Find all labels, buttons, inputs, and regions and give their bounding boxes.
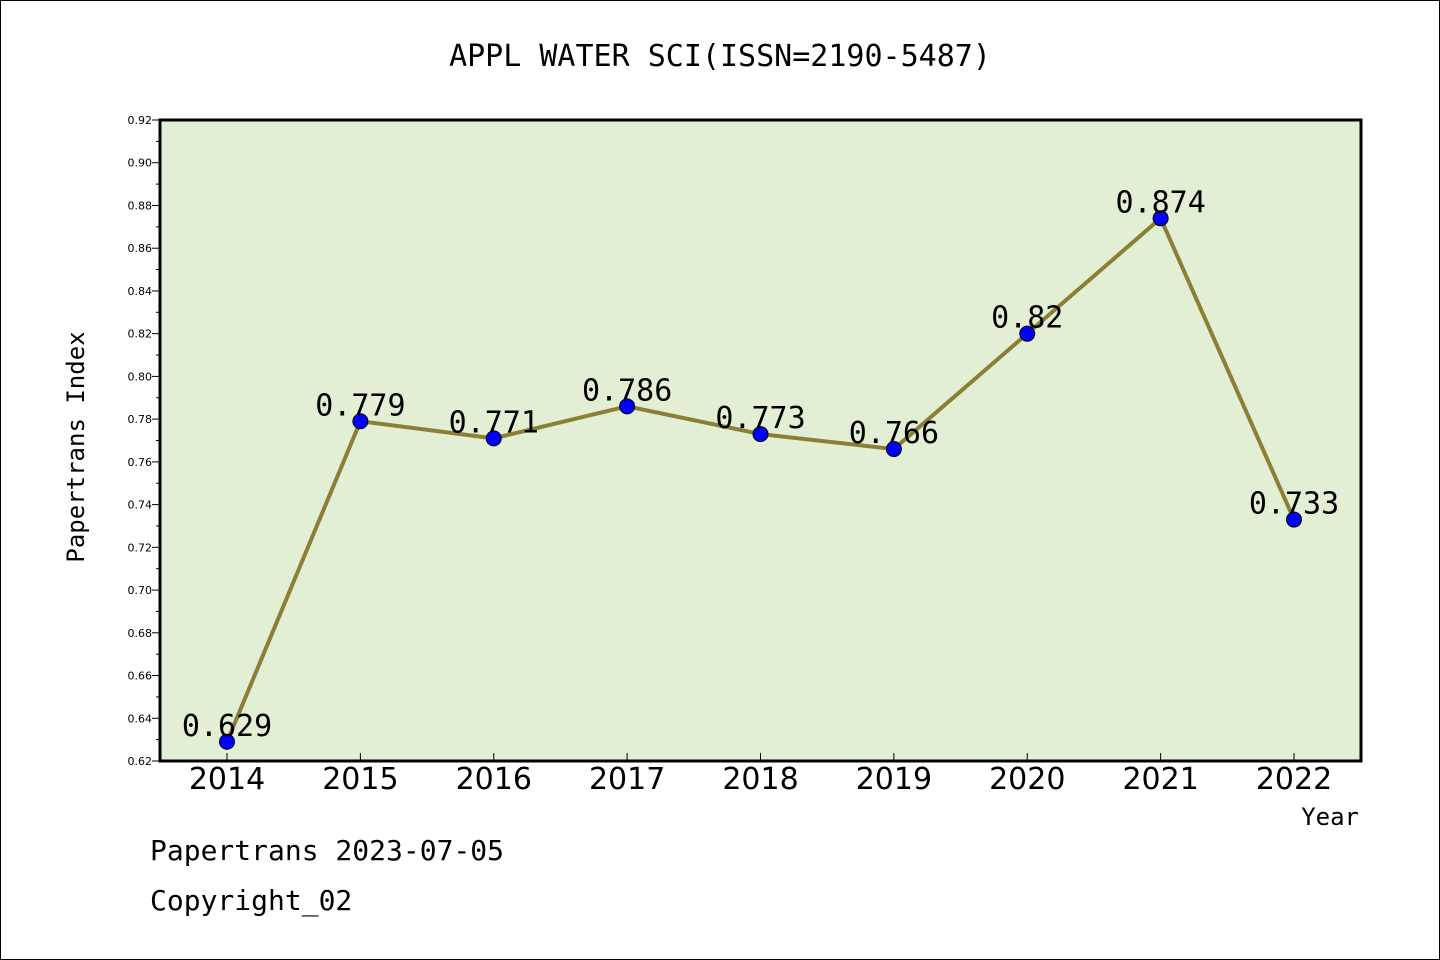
y-tick-label: 0.82 <box>128 328 153 341</box>
y-tick-label: 0.84 <box>128 285 153 298</box>
x-axis-label: Year <box>1301 803 1359 831</box>
data-label: 0.733 <box>1249 487 1339 522</box>
footer-copyright: Copyright_02 <box>150 884 353 917</box>
data-point <box>1019 325 1036 342</box>
data-label: 0.771 <box>449 405 539 440</box>
data-point <box>219 733 235 750</box>
y-tick-label: 0.86 <box>128 242 153 255</box>
y-tick-label: 0.72 <box>128 541 153 554</box>
y-tick-label: 0.92 <box>128 114 153 127</box>
data-point <box>619 398 636 415</box>
x-tick-label: 2019 <box>856 762 932 797</box>
y-tick-label: 0.62 <box>128 755 153 768</box>
y-tick-label: 0.74 <box>128 499 153 512</box>
x-tick-label: 2020 <box>989 762 1065 797</box>
x-tick-label: 2022 <box>1256 762 1332 797</box>
footer-date: Papertrans 2023-07-05 <box>150 834 505 867</box>
data-point <box>1152 210 1169 227</box>
y-axis-label: Papertrans Index <box>62 331 90 562</box>
x-tick-label: 2021 <box>1122 762 1198 797</box>
chart-title: APPL WATER SCI(ISSN=2190-5487) <box>449 39 991 74</box>
data-label: 0.82 <box>991 301 1063 336</box>
data-point <box>485 430 502 447</box>
y-tick-label: 0.64 <box>128 712 153 725</box>
data-label: 0.629 <box>182 709 272 744</box>
x-tick-label: 2016 <box>456 762 532 797</box>
x-tick-label: 2014 <box>189 762 265 797</box>
y-tick-label: 0.76 <box>128 456 153 469</box>
x-axis: 2014 2015 2016 2017 2018 2019 2020 2021 2022 <box>189 753 1332 797</box>
data-label: 0.773 <box>715 401 805 436</box>
y-tick-label: 0.80 <box>128 370 153 383</box>
data-label: 0.779 <box>315 388 405 423</box>
x-tick-label: 2017 <box>589 762 665 797</box>
y-tick-label: 0.90 <box>128 157 153 170</box>
x-tick-label: 2018 <box>722 762 798 797</box>
y-tick-label: 0.66 <box>128 670 153 683</box>
series-group: 0.629 0.779 0.771 0.786 0.773 0.766 0.82 0.874 0… <box>182 185 1339 750</box>
data-point <box>1286 511 1302 528</box>
data-point <box>352 413 369 430</box>
y-tick-label: 0.88 <box>128 199 153 212</box>
y-tick-label: 0.78 <box>128 413 153 426</box>
y-axis: 0.62 0.64 0.66 0.68 0.70 0.72 0.74 0.76 0.78 0.80… <box>128 114 160 768</box>
data-label: 0.786 <box>582 373 672 408</box>
data-point <box>885 441 902 458</box>
data-point <box>752 426 769 443</box>
data-label: 0.874 <box>1115 185 1205 220</box>
x-tick-label: 2015 <box>322 762 398 797</box>
data-label: 0.766 <box>849 416 939 451</box>
y-tick-label: 0.70 <box>128 584 153 597</box>
y-tick-label: 0.68 <box>128 627 153 640</box>
